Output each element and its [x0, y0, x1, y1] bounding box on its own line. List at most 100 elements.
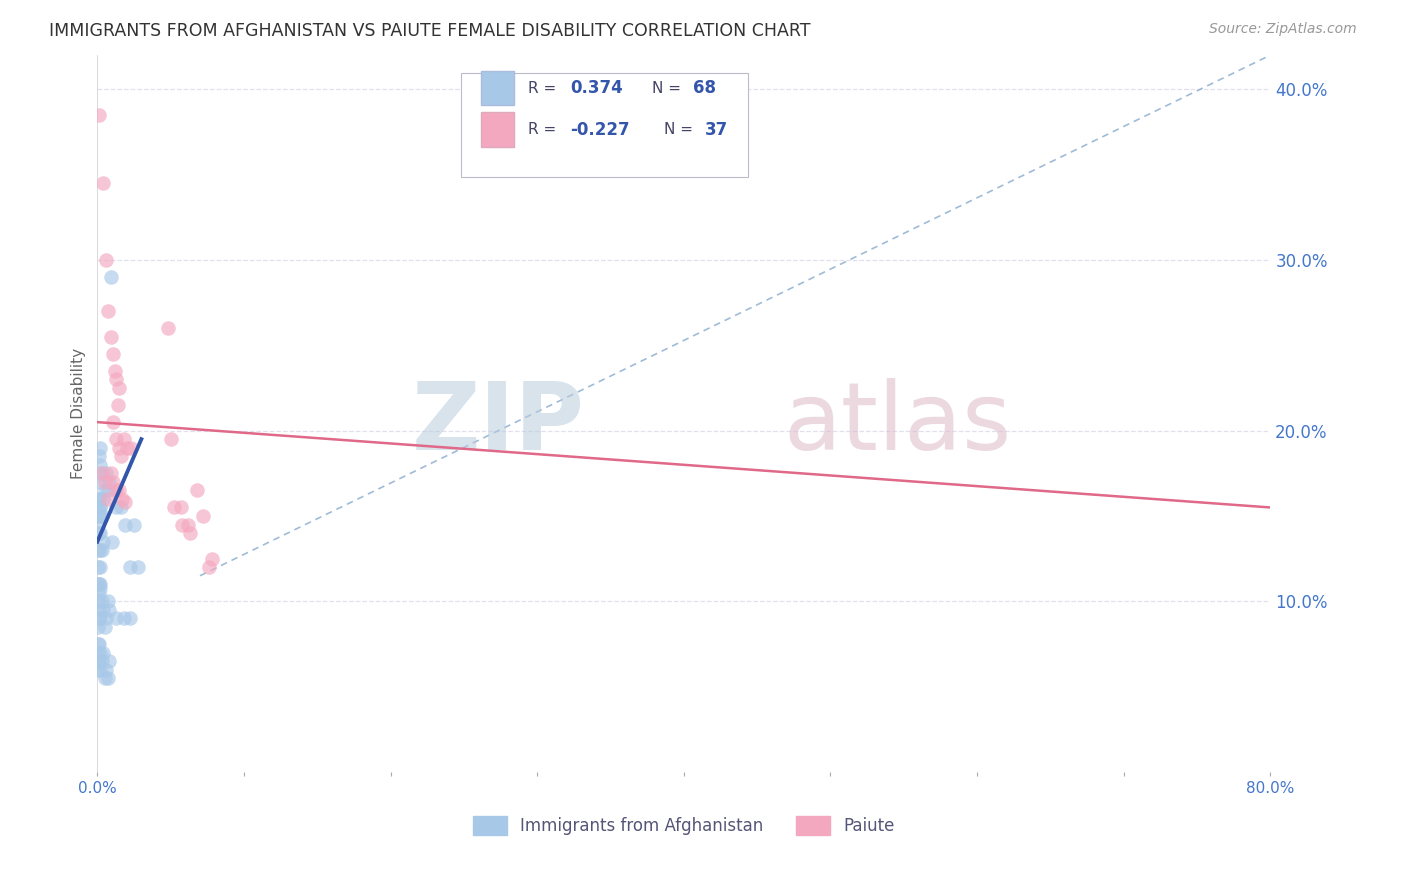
Point — [91, 491, 114, 506]
Point — [112, 432, 135, 446]
Point — [90, 594, 112, 608]
Point — [97, 491, 120, 506]
Text: 0.374: 0.374 — [569, 79, 623, 97]
Point — [120, 441, 142, 455]
Point — [87, 491, 110, 506]
Text: 37: 37 — [704, 120, 728, 138]
Legend: Immigrants from Afghanistan, Paiute: Immigrants from Afghanistan, Paiute — [474, 816, 894, 836]
Point — [118, 560, 141, 574]
Point — [97, 671, 120, 685]
Point — [87, 475, 110, 489]
Point — [115, 441, 138, 455]
Point — [114, 495, 136, 509]
Point — [87, 577, 110, 591]
Point — [89, 458, 111, 472]
Text: IMMIGRANTS FROM AFGHANISTAN VS PAIUTE FEMALE DISABILITY CORRELATION CHART: IMMIGRANTS FROM AFGHANISTAN VS PAIUTE FE… — [49, 22, 811, 40]
Point — [93, 620, 115, 634]
Point — [162, 500, 184, 515]
Point — [89, 508, 111, 523]
Point — [89, 663, 111, 677]
Point — [87, 654, 110, 668]
Point — [100, 467, 122, 481]
Point — [89, 646, 111, 660]
Point — [108, 441, 131, 455]
Point — [87, 594, 110, 608]
Point — [91, 603, 114, 617]
Point — [87, 637, 110, 651]
Point — [87, 577, 110, 591]
Point — [127, 560, 149, 574]
Point — [108, 483, 131, 498]
Point — [100, 330, 122, 344]
Point — [87, 663, 110, 677]
Point — [93, 475, 115, 489]
Point — [103, 415, 125, 429]
Point — [97, 483, 120, 498]
Point — [105, 611, 128, 625]
Point — [179, 526, 201, 541]
Point — [94, 611, 117, 625]
Point — [108, 381, 131, 395]
Point — [91, 534, 114, 549]
Point — [91, 176, 114, 190]
Point — [89, 611, 111, 625]
Point — [98, 475, 121, 489]
Point — [177, 517, 200, 532]
Point — [105, 372, 128, 386]
Point — [91, 646, 114, 660]
Point — [89, 500, 111, 515]
Point — [90, 467, 112, 481]
Point — [87, 500, 110, 515]
Point — [103, 475, 125, 489]
Point — [89, 560, 111, 574]
Text: N =: N = — [652, 80, 681, 95]
Point — [98, 654, 121, 668]
Point — [87, 620, 110, 634]
Point — [103, 347, 125, 361]
Point — [87, 646, 110, 660]
Point — [89, 543, 111, 558]
Point — [89, 500, 111, 515]
Point — [105, 500, 128, 515]
Point — [100, 270, 122, 285]
Point — [90, 654, 112, 668]
Point — [110, 450, 132, 464]
Text: R =: R = — [527, 122, 557, 137]
Point — [97, 594, 120, 608]
Point — [101, 534, 124, 549]
Point — [94, 252, 117, 267]
Point — [90, 508, 112, 523]
Point — [201, 551, 224, 566]
Point — [104, 364, 127, 378]
Point — [170, 500, 193, 515]
Point — [105, 432, 128, 446]
Point — [122, 517, 145, 532]
Point — [87, 526, 110, 541]
Point — [87, 108, 110, 122]
Point — [89, 467, 111, 481]
FancyBboxPatch shape — [461, 73, 748, 177]
Point — [87, 508, 110, 523]
Point — [87, 560, 110, 574]
Point — [87, 637, 110, 651]
FancyBboxPatch shape — [481, 112, 513, 147]
Text: Source: ZipAtlas.com: Source: ZipAtlas.com — [1209, 22, 1357, 37]
Point — [105, 483, 128, 498]
Point — [94, 663, 117, 677]
Point — [89, 526, 111, 541]
Point — [89, 441, 111, 455]
Point — [89, 577, 111, 591]
Point — [118, 611, 141, 625]
Point — [111, 491, 134, 506]
Text: R =: R = — [527, 80, 557, 95]
Point — [156, 321, 179, 335]
Point — [107, 398, 129, 412]
Text: ZIP: ZIP — [412, 378, 583, 470]
Text: 68: 68 — [693, 79, 716, 97]
Point — [191, 508, 214, 523]
Point — [87, 654, 110, 668]
Point — [93, 671, 115, 685]
Text: -0.227: -0.227 — [569, 120, 630, 138]
Point — [93, 483, 115, 498]
Point — [89, 581, 111, 595]
